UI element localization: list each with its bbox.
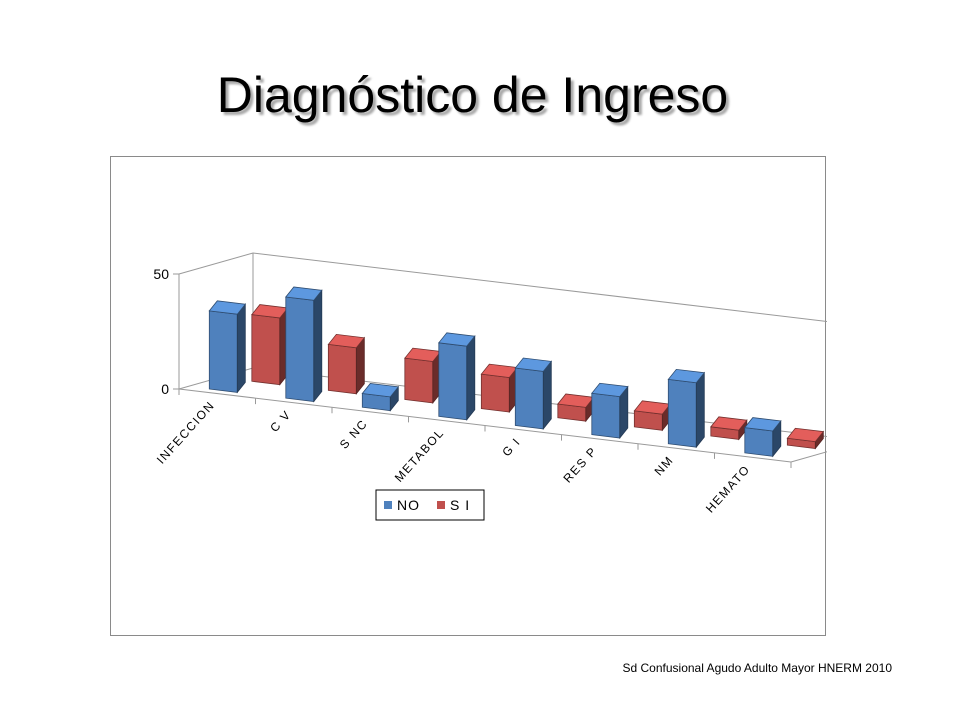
legend-label-1: S I xyxy=(450,497,470,513)
category-label: HEMATO xyxy=(703,462,753,515)
bar-front-face xyxy=(404,357,434,404)
bar-si-cv xyxy=(327,333,366,395)
legend-box xyxy=(375,489,485,521)
bar-no-infeccion xyxy=(208,300,247,394)
bar-si-resp xyxy=(633,400,672,432)
category-label: S NC xyxy=(337,416,371,451)
bar-front-face xyxy=(514,367,544,430)
bar-no-cv xyxy=(285,286,323,403)
bar-top-face xyxy=(285,286,323,301)
bar-si-gi xyxy=(557,393,595,423)
bar-si-infeccion xyxy=(251,304,289,386)
bar-side-face xyxy=(313,289,323,403)
bar-top-face xyxy=(327,333,366,349)
legend-label-0: NO xyxy=(397,497,420,513)
chart-frame: 0 50 INFECCION C V S NC METABOL G I RES P NM HEM… xyxy=(110,156,827,636)
bar-front-face xyxy=(591,392,621,439)
y-axis-top-edge xyxy=(178,252,254,275)
bar-si-snc xyxy=(404,347,442,405)
bar-no-resp xyxy=(591,382,629,440)
y-tick-label: 0 xyxy=(161,381,169,397)
category-label: INFECCION xyxy=(154,398,218,466)
category-label: METABOL xyxy=(392,426,447,485)
bar-no-nm xyxy=(667,368,706,449)
bar-top-face xyxy=(667,368,706,384)
bar-si-nm xyxy=(710,416,748,441)
bar-no-hemato xyxy=(744,417,782,458)
back-wall-top-edge xyxy=(252,252,827,322)
bar-side-face xyxy=(466,335,476,421)
bar-top-face xyxy=(591,382,629,398)
y-tick-label: 50 xyxy=(153,266,169,282)
bar-front-face xyxy=(744,427,774,457)
footer-note: Sd Confusional Agudo Adulto Mayor HNERM … xyxy=(622,661,893,675)
bar-front-face xyxy=(667,378,697,448)
bar-top-face xyxy=(361,383,400,398)
chart-plot: 0 50 INFECCION C V S NC METABOL G I RES P NM HEM… xyxy=(153,252,827,521)
chart-legend: NO S I xyxy=(375,489,485,521)
category-label: NM xyxy=(652,453,677,478)
bar-front-face xyxy=(251,314,281,386)
bar-top-face xyxy=(744,417,782,432)
bar-top-face xyxy=(438,332,476,347)
bar-no-metabol xyxy=(438,332,476,421)
bar-front-face xyxy=(438,342,468,421)
category-label: G I xyxy=(499,435,523,460)
bar-side-face xyxy=(695,371,705,449)
bar-no-snc xyxy=(361,383,400,412)
bar-top-face xyxy=(710,416,748,431)
bar-si-metabol xyxy=(480,363,519,414)
category-label: C V xyxy=(267,407,294,435)
bar-top-face xyxy=(208,300,247,315)
bar-front-face xyxy=(285,296,315,402)
bar-top-face xyxy=(786,427,825,443)
bar-no-gi xyxy=(514,357,553,431)
slide-title: Diagnóstico de Ingreso xyxy=(216,67,729,123)
bar-top-face xyxy=(514,357,553,372)
category-label: RES P xyxy=(560,444,600,486)
bar-side-face xyxy=(542,360,552,431)
bar-front-face xyxy=(327,343,357,395)
bar-front-face xyxy=(480,373,510,413)
bar-side-face xyxy=(236,303,246,394)
legend-swatch-0 xyxy=(384,501,392,509)
legend-swatch-1 xyxy=(437,501,445,509)
bar-si-hemato xyxy=(786,427,825,450)
chart-axes: 0 50 xyxy=(153,252,792,468)
chart-bars xyxy=(208,286,825,458)
bar-front-face xyxy=(208,310,238,393)
